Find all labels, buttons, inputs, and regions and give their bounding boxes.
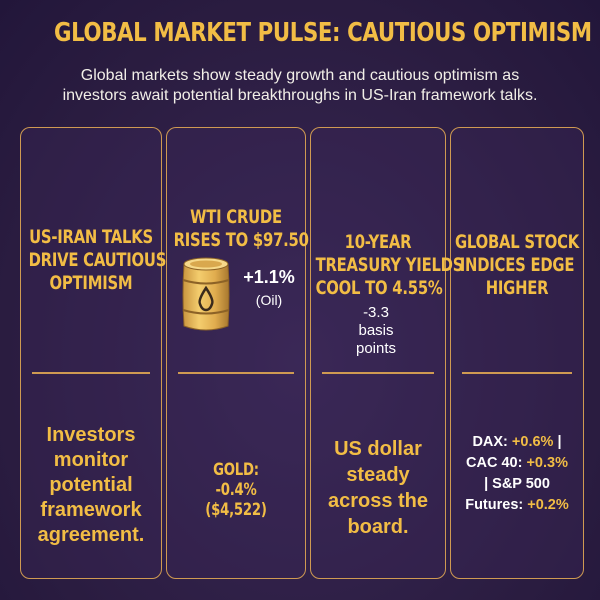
heading-line: OPTIMISM (49, 272, 133, 294)
treasury-change: -3.3 basis points (336, 304, 416, 358)
panel-treasury-yields (310, 127, 446, 579)
change-line: -3.3 (363, 304, 389, 321)
us-iran-heading: US-IRAN TALKS DRIVE CAUTIOUS OPTIMISM (28, 226, 167, 295)
body-line: steady (346, 464, 410, 486)
heading-line: WTI CRUDE (190, 206, 282, 228)
panel-us-iran-talks (20, 127, 162, 579)
stocks-list: DAX: +0.6% | CAC 40: +0.3% | S&P 500 Fut… (450, 432, 584, 516)
subtitle-line: investors await potential breakthroughs … (62, 87, 538, 104)
subtitle-line: Global markets show steady growth and ca… (80, 67, 520, 84)
wti-change-note: (Oil) (255, 292, 283, 308)
oil-barrel-icon (182, 257, 230, 331)
body-line: framework (40, 499, 142, 521)
panel-divider (178, 372, 294, 374)
change-line: basis (358, 322, 394, 339)
heading-line: INDICES EDGE (459, 254, 575, 276)
change-line: points (355, 340, 397, 357)
panel-wti-crude (166, 127, 306, 579)
panel-divider (32, 372, 150, 374)
treasury-heading: 10-YEAR TREASURY YIELDS COOL TO 4.55% (315, 231, 464, 300)
page-title: GLOBAL MARKET PULSE: CAUTIOUS OPTIMISM (54, 18, 592, 48)
stock-label: Futures: (465, 497, 528, 513)
us-iran-body: Investors monitor potential framework ag… (20, 423, 162, 548)
body-line: monitor (53, 449, 129, 471)
body-line: across the (327, 490, 429, 512)
stock-value: +0.3% (526, 455, 568, 471)
stock-item-dax: DAX: +0.6% | (450, 432, 584, 453)
heading-line: RISES TO $97.50 (173, 229, 309, 251)
gold-line: GOLD: (213, 460, 259, 480)
panel-divider (322, 372, 434, 374)
page-subtitle: Global markets show steady growth and ca… (20, 66, 580, 106)
gold-line: -0.4% (215, 480, 257, 500)
stock-label: | S&P 500 (484, 476, 550, 492)
usd-body: US dollar steady across the board. (310, 436, 446, 540)
stock-item-sp500: | S&P 500 (450, 474, 584, 495)
heading-line: 10-YEAR (344, 231, 412, 253)
stock-label: CAC 40: (466, 455, 527, 471)
wti-change: +1.1% (243, 267, 295, 287)
body-line: agreement. (37, 524, 145, 546)
heading-line: COOL TO 4.55% (315, 277, 443, 299)
stock-value: +0.6% (511, 434, 554, 450)
gold-stat: GOLD: -0.4% ($4,522) (174, 460, 299, 520)
panel-global-stocks (450, 127, 584, 579)
stock-item-futures: Futures: +0.2% (450, 495, 584, 516)
heading-line: DRIVE CAUTIOUS (28, 249, 167, 271)
heading-line: HIGHER (485, 277, 549, 299)
gold-line: ($4,522) (205, 500, 267, 520)
body-line: potential (49, 474, 133, 496)
stocks-heading: GLOBAL STOCK INDICES EDGE HIGHER (455, 231, 580, 300)
heading-line: GLOBAL STOCK (455, 231, 579, 253)
body-line: Investors (46, 424, 136, 446)
stock-tail: | (553, 434, 562, 450)
wti-heading: WTI CRUDE RISES TO $97.50 (173, 206, 309, 252)
heading-line: US-IRAN TALKS (29, 226, 153, 248)
stock-item-cac: CAC 40: +0.3% (450, 453, 584, 474)
panel-divider (462, 372, 572, 374)
stock-value: +0.2% (527, 497, 569, 513)
heading-line: TREASURY YIELDS (315, 254, 464, 276)
stock-label: DAX: (472, 434, 512, 450)
body-line: board. (347, 516, 409, 538)
body-line: US dollar (334, 438, 422, 460)
